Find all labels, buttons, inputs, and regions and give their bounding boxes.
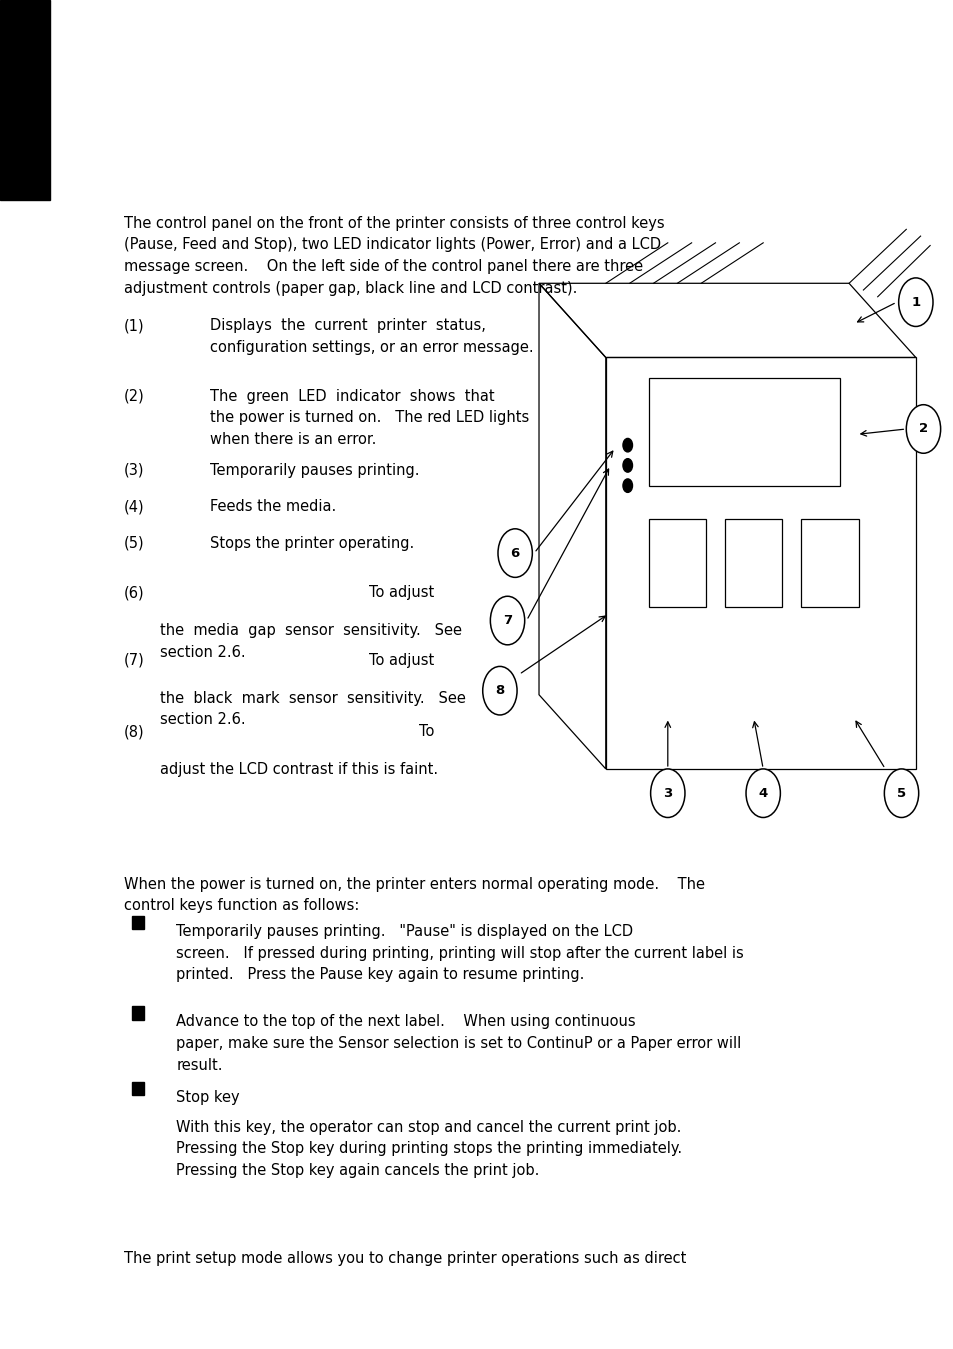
Bar [132,1006,144,1020]
Circle shape [745,769,780,817]
Text: 5: 5 [896,786,905,800]
Text: the  media  gap  sensor  sensitivity.   See
section 2.6.: the media gap sensor sensitivity. See se… [160,623,462,660]
Text: To: To [418,724,434,739]
Text: adjust the LCD contrast if this is faint.: adjust the LCD contrast if this is faint… [160,762,438,777]
Text: To adjust: To adjust [369,585,434,600]
Bar [0,0,50,200]
Text: 3: 3 [662,786,672,800]
Text: When the power is turned on, the printer enters normal operating mode.    The
co: When the power is turned on, the printer… [124,877,704,913]
Text: With this key, the operator can stop and cancel the current print job.
Pressing : With this key, the operator can stop and… [176,1120,682,1178]
Text: (3): (3) [124,463,144,478]
Text: 7: 7 [502,614,512,627]
Circle shape [622,459,632,472]
Text: Stops the printer operating.: Stops the printer operating. [210,536,414,550]
Text: 6: 6 [510,546,519,560]
Bar [132,916,144,929]
Text: The print setup mode allows you to change printer operations such as direct: The print setup mode allows you to chang… [124,1251,685,1265]
Text: (5): (5) [124,536,145,550]
Circle shape [650,769,684,817]
Circle shape [898,278,932,326]
Text: 4: 4 [758,786,767,800]
Circle shape [482,666,517,715]
Text: The control panel on the front of the printer consists of three control keys
(Pa: The control panel on the front of the pr… [124,216,664,295]
Text: Temporarily pauses printing.: Temporarily pauses printing. [210,463,419,478]
Text: Advance to the top of the next label.    When using continuous
paper, make sure : Advance to the top of the next label. Wh… [176,1014,741,1072]
Text: (7): (7) [124,653,145,668]
Text: (4): (4) [124,499,145,514]
Circle shape [622,479,632,492]
Text: (6): (6) [124,585,145,600]
Circle shape [905,405,940,453]
Text: the  black  mark  sensor  sensitivity.   See
section 2.6.: the black mark sensor sensitivity. See s… [160,691,466,727]
Text: (8): (8) [124,724,145,739]
Circle shape [490,596,524,645]
Text: Stop key: Stop key [176,1090,240,1105]
Text: Feeds the media.: Feeds the media. [210,499,335,514]
Text: Temporarily pauses printing.   "Pause" is displayed on the LCD
screen.   If pres: Temporarily pauses printing. "Pause" is … [176,924,743,982]
Text: (2): (2) [124,389,145,403]
Text: 8: 8 [495,684,504,697]
Text: The  green  LED  indicator  shows  that
the power is turned on.   The red LED li: The green LED indicator shows that the p… [210,389,529,447]
Text: Displays  the  current  printer  status,
configuration settings, or an error mes: Displays the current printer status, con… [210,318,533,355]
Text: 1: 1 [910,295,920,309]
Circle shape [622,438,632,452]
Bar [132,1082,144,1095]
Circle shape [883,769,918,817]
Text: 2: 2 [918,422,927,436]
Text: (1): (1) [124,318,145,333]
Text: To adjust: To adjust [369,653,434,668]
Circle shape [497,529,532,577]
